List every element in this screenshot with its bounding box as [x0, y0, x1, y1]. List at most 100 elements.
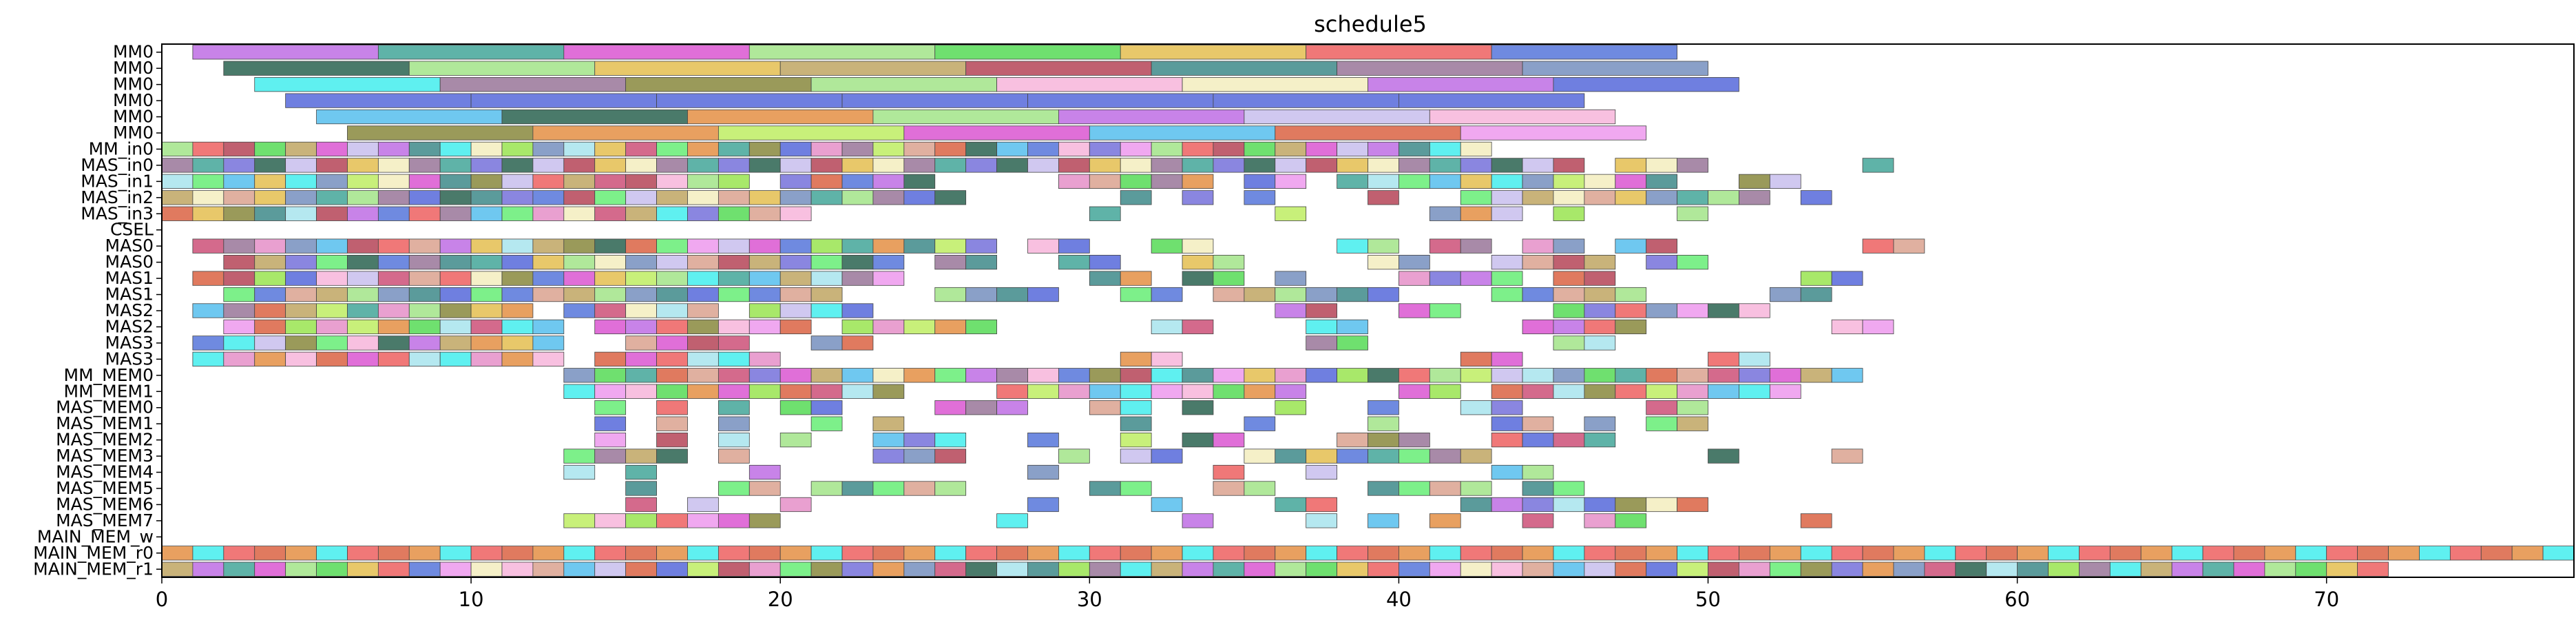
task-bar	[192, 158, 224, 173]
task-bar	[872, 433, 905, 448]
task-bar	[1584, 271, 1616, 286]
task-bar	[1151, 141, 1183, 157]
task-bar	[470, 303, 503, 318]
task-bar	[1800, 368, 1832, 383]
task-bar	[347, 238, 379, 254]
task-bar	[316, 255, 348, 270]
task-bar	[934, 255, 967, 270]
task-bar	[1027, 287, 1059, 302]
task-bar	[532, 174, 565, 189]
task-bar	[872, 561, 905, 577]
task-bar	[1027, 93, 1214, 108]
task-bar	[656, 158, 688, 173]
task-bar	[841, 190, 874, 205]
task-bar	[563, 546, 596, 561]
task-bar	[2388, 546, 2420, 561]
task-bar	[718, 271, 750, 286]
task-bar	[718, 287, 750, 302]
task-bar	[377, 351, 410, 366]
task-bar	[1120, 400, 1152, 415]
task-bar	[1089, 158, 1121, 173]
task-bar	[748, 546, 781, 561]
task-bar	[965, 61, 1152, 76]
task-bar	[1337, 433, 1368, 448]
task-bar	[316, 158, 348, 173]
task-bar	[1460, 174, 1492, 189]
task-bar	[1491, 351, 1523, 366]
task-bar	[1337, 546, 1368, 561]
x-tick-label: 0	[156, 588, 168, 611]
task-bar	[501, 287, 534, 302]
task-bar	[718, 448, 750, 464]
task-bar	[625, 271, 657, 286]
task-bar	[1058, 158, 1090, 173]
task-bar	[1862, 546, 1894, 561]
task-bar	[1739, 303, 1770, 318]
y-tick-label: MAS2	[105, 316, 154, 336]
task-bar	[563, 174, 596, 189]
task-bar	[532, 255, 565, 270]
task-bar	[377, 141, 410, 157]
task-bar	[779, 546, 812, 561]
task-bar	[1089, 271, 1121, 286]
task-bar	[347, 125, 534, 141]
task-bar	[2449, 546, 2482, 561]
task-bar	[1491, 45, 1678, 60]
task-bar	[594, 206, 627, 221]
task-bar	[1491, 174, 1523, 189]
task-bar	[779, 271, 812, 286]
task-bar	[748, 303, 781, 318]
task-bar	[501, 141, 534, 157]
task-bar	[2048, 561, 2080, 577]
y-tick-label: MAS0	[105, 236, 154, 256]
task-bar	[1151, 158, 1183, 173]
task-bar	[254, 351, 286, 366]
task-bar	[223, 351, 255, 366]
task-bar	[223, 546, 255, 561]
task-bar	[1584, 287, 1616, 302]
task-bar	[1244, 109, 1430, 125]
x-tick-label: 60	[2004, 588, 2030, 611]
task-bar	[1460, 481, 1492, 496]
task-bar	[1677, 400, 1708, 415]
task-bar	[1244, 416, 1276, 431]
task-bar	[1429, 368, 1461, 383]
task-bar	[1429, 206, 1461, 221]
task-bar	[810, 416, 843, 431]
task-bar	[903, 546, 936, 561]
task-bar	[748, 271, 781, 286]
task-bar	[1646, 303, 1678, 318]
task-bar	[779, 238, 812, 254]
task-bar	[996, 513, 1028, 528]
task-bar	[1429, 158, 1461, 173]
task-bar	[1368, 433, 1399, 448]
task-bar	[2357, 561, 2389, 577]
task-bar	[1368, 255, 1399, 270]
task-bar	[718, 384, 750, 399]
task-bar	[1337, 319, 1368, 335]
task-bar	[1615, 303, 1647, 318]
task-bar	[2264, 546, 2296, 561]
task-bar	[347, 561, 379, 577]
task-bar	[810, 174, 843, 189]
task-bar	[1491, 464, 1523, 480]
task-bar	[285, 351, 317, 366]
task-bar	[810, 400, 843, 415]
task-bar	[594, 319, 627, 335]
task-bar	[316, 287, 348, 302]
task-bar	[748, 255, 781, 270]
task-bar	[439, 303, 472, 318]
task-bar	[1460, 141, 1492, 157]
task-bar	[1027, 464, 1059, 480]
task-bar	[1089, 546, 1121, 561]
task-bar	[501, 238, 534, 254]
task-bar	[748, 368, 781, 383]
task-bar	[841, 481, 874, 496]
task-bar	[1213, 158, 1245, 173]
task-bar	[1460, 238, 1492, 254]
task-bar	[841, 561, 874, 577]
task-bar	[1862, 238, 1894, 254]
task-bar	[1553, 255, 1585, 270]
task-bar	[1399, 158, 1430, 173]
task-bar	[532, 546, 565, 561]
